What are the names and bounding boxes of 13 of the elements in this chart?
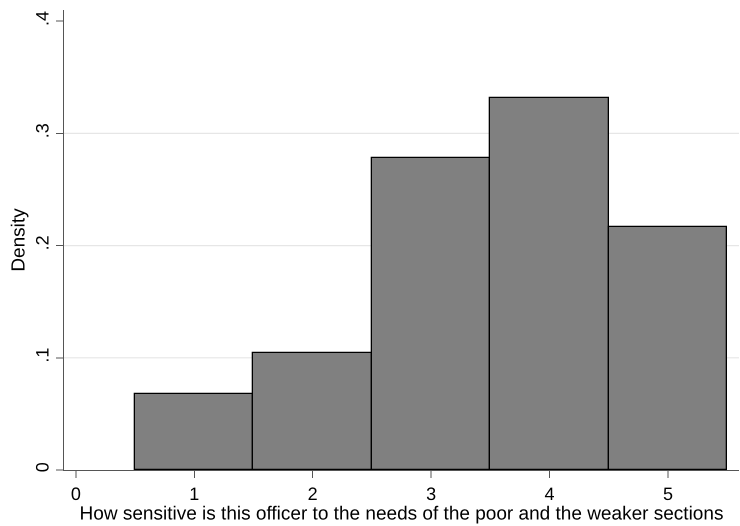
y-tick-label: .2 [32, 235, 53, 250]
x-tick-label: 3 [426, 484, 436, 504]
x-axis-title: How sensitive is this officer to the needs of the poor and the weaker sections [80, 504, 724, 525]
y-tick-label: .1 [32, 348, 53, 363]
y-axis-title: Density [8, 208, 30, 272]
x-tick-label: 0 [70, 484, 81, 504]
x-tick-label: 2 [308, 484, 318, 504]
x-tick-label: 4 [544, 484, 555, 504]
y-tick-label: .3 [32, 123, 53, 138]
x-tick-label: 5 [662, 484, 673, 504]
y-tick-label: .4 [32, 11, 53, 26]
x-tick-label: 1 [189, 484, 200, 504]
y-tick-label: 0 [32, 462, 53, 472]
